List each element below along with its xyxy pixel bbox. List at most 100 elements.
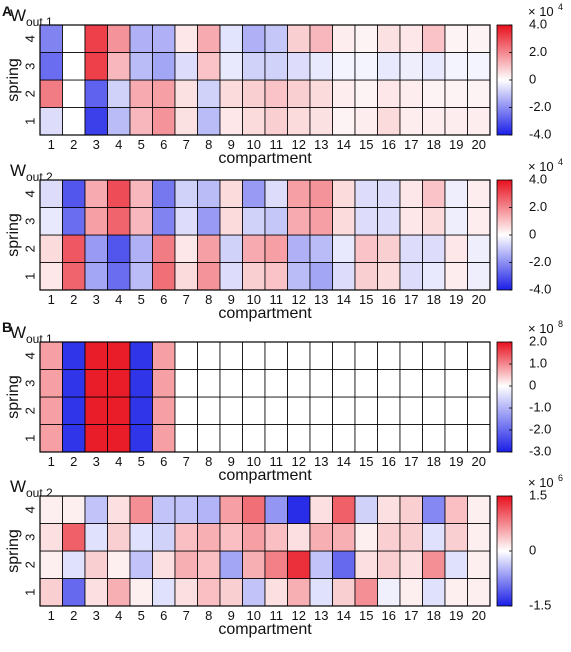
heatmap-cell	[129, 369, 153, 398]
x-tick-label: 15	[359, 454, 373, 469]
heatmap-cell	[354, 495, 378, 524]
heatmap-cell	[467, 396, 491, 425]
y-tick-label: 3	[22, 218, 37, 225]
colorbar-exponent-base: × 10	[528, 321, 554, 336]
heatmap-cell	[152, 396, 176, 425]
heatmap-cell	[444, 424, 468, 453]
x-tick-label: 16	[382, 292, 396, 307]
x-tick-label: 12	[292, 454, 306, 469]
heatmap-cell	[152, 79, 176, 108]
colorbar-tick-label: 0	[529, 542, 536, 557]
heatmap-cell	[84, 24, 108, 53]
heatmap-cell	[399, 578, 423, 607]
x-tick-label: 6	[160, 454, 167, 469]
colorbar-exponent-base: × 10	[528, 159, 554, 174]
heatmap-cell	[107, 341, 131, 370]
x-tick-label: 9	[228, 292, 235, 307]
colorbar-tick-label: 4.0	[529, 16, 547, 31]
heatmap-cell	[399, 495, 423, 524]
heatmap-cell	[39, 262, 63, 291]
heatmap-cell	[467, 369, 491, 398]
heatmap-cell	[242, 262, 266, 291]
heatmap-cell	[107, 424, 131, 453]
x-tick-label: 18	[427, 608, 441, 623]
heatmap-cell	[264, 107, 288, 136]
heatmap-cell	[242, 179, 266, 208]
x-tick-label: 2	[70, 292, 77, 307]
heatmap-cell	[309, 24, 333, 53]
heatmap-cell	[309, 52, 333, 81]
heatmap-cell	[62, 550, 86, 579]
x-axis-label: compartment	[218, 621, 312, 638]
x-tick-label: 14	[337, 454, 351, 469]
heatmap-cell	[354, 523, 378, 552]
heatmap-cell	[332, 107, 356, 136]
heatmap-cell	[354, 234, 378, 263]
heatmap-cell	[197, 234, 221, 263]
x-tick-label: 17	[404, 137, 418, 152]
heatmap-cell	[264, 24, 288, 53]
heatmap-cell	[467, 24, 491, 53]
x-tick-label: 7	[183, 137, 190, 152]
heatmap-cell	[84, 550, 108, 579]
heatmap-cell	[354, 262, 378, 291]
heatmap-cell	[309, 341, 333, 370]
heatmap-cell	[107, 234, 131, 263]
heatmap-cell	[467, 424, 491, 453]
heatmap-cell	[309, 523, 333, 552]
x-tick-label: 10	[247, 137, 261, 152]
x-tick-label: 19	[449, 292, 463, 307]
y-tick-label: 1	[22, 435, 37, 442]
heatmap-cell	[399, 396, 423, 425]
x-tick-label: 18	[427, 454, 441, 469]
heatmap-cell	[197, 369, 221, 398]
colorbar-tick-label: 0	[529, 226, 536, 241]
heatmap-cell	[129, 179, 153, 208]
heatmap-cell	[62, 79, 86, 108]
x-tick-label: 17	[404, 292, 418, 307]
x-tick-label: 4	[115, 454, 122, 469]
x-tick-label: 11	[270, 292, 284, 307]
heatmap-cell	[287, 179, 311, 208]
x-tick-label: 3	[93, 137, 100, 152]
heatmap-cell	[467, 262, 491, 291]
y-tick-label: 4	[22, 35, 37, 42]
x-tick-label: 10	[247, 292, 261, 307]
heatmap-cell	[309, 179, 333, 208]
heatmap-cell	[197, 79, 221, 108]
heatmap-cell	[219, 396, 243, 425]
heatmap-cell	[197, 262, 221, 291]
x-tick-label: 2	[70, 608, 77, 623]
heatmap-cell	[62, 107, 86, 136]
heatmap-cell	[264, 369, 288, 398]
heatmap-cell	[399, 179, 423, 208]
y-axis-label: spring	[5, 213, 22, 257]
heatmap-cell	[107, 24, 131, 53]
heatmap-cell	[467, 341, 491, 370]
colorbar-tick-label: -2.0	[529, 99, 551, 114]
heatmap-cell	[84, 341, 108, 370]
heatmap-cell	[422, 179, 446, 208]
heatmap-cell	[399, 262, 423, 291]
colorbar	[496, 341, 513, 453]
heatmap-cell	[84, 369, 108, 398]
heatmap-cell	[39, 578, 63, 607]
heatmap-cell	[174, 550, 198, 579]
heatmap-cell	[467, 523, 491, 552]
x-tick-label: 1	[48, 608, 55, 623]
heatmap-cell	[264, 578, 288, 607]
heatmap-cell	[399, 207, 423, 236]
heatmap-cell	[107, 52, 131, 81]
colorbar-tick-label: -2.0	[529, 254, 551, 269]
x-tick-label: 19	[449, 608, 463, 623]
heatmap-cell	[377, 107, 401, 136]
heatmap-cell	[444, 341, 468, 370]
heatmap-cell	[309, 107, 333, 136]
heatmap-cell	[129, 79, 153, 108]
heatmap-cell	[62, 262, 86, 291]
x-tick-label: 10	[247, 454, 261, 469]
x-tick-label: 14	[337, 137, 351, 152]
